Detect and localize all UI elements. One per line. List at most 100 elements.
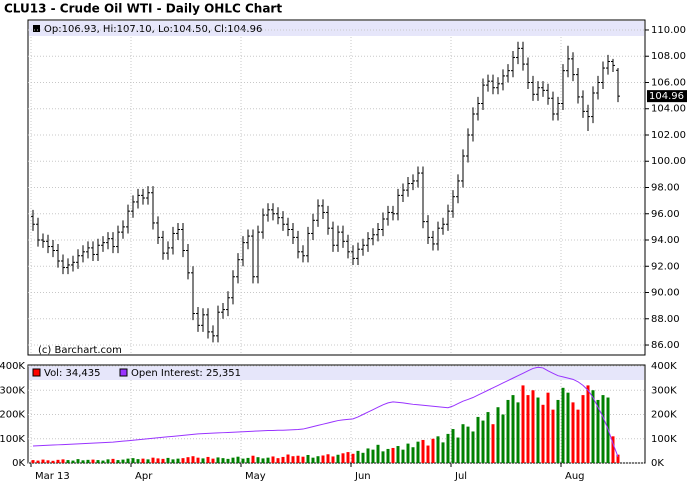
volume-bar [281, 456, 285, 463]
volume-bar [356, 450, 360, 463]
volume-bar [186, 457, 190, 463]
volume-bar [46, 460, 50, 463]
volume-bar [81, 460, 85, 463]
volume-bar [56, 459, 60, 463]
y-tick-label: 200K [0, 410, 25, 421]
volume-bar [331, 456, 335, 463]
volume-bar [556, 399, 560, 463]
volume-bar [411, 447, 415, 463]
volume-bar [256, 457, 260, 463]
volume-bar [526, 395, 530, 463]
volume-bar [316, 456, 320, 463]
volume-bar [416, 441, 420, 463]
volume-bar [91, 459, 95, 463]
volume-bar [376, 444, 380, 463]
y-tick-label: 110.00 [651, 25, 686, 36]
volume-bar [436, 436, 440, 463]
volume-bar [151, 457, 155, 463]
x-tick-label: Apr [135, 471, 153, 482]
volume-bar [576, 409, 580, 463]
x-tick-label: Aug [565, 471, 585, 482]
volume-bar [551, 409, 555, 463]
volume-bar [561, 387, 565, 463]
volume-bar [291, 456, 295, 463]
price-panel [27, 19, 646, 356]
volume-bar [301, 456, 305, 463]
volume-bar [366, 448, 370, 463]
volume-bar [51, 460, 55, 463]
volume-bar [111, 458, 115, 463]
open-interest-line [32, 366, 619, 458]
volume-bar [571, 402, 575, 463]
y-tick-label: 102.00 [651, 130, 686, 141]
volume-bar [271, 456, 275, 463]
y-tick-label: 108.00 [651, 51, 686, 62]
last-price-tag [647, 90, 687, 103]
volume-bar [171, 459, 175, 463]
volume-bar [141, 458, 145, 463]
volume-bar [326, 454, 330, 463]
volume-bar [126, 458, 130, 463]
volume-bar [391, 447, 395, 463]
volume-bar [336, 454, 340, 463]
volume-bar [446, 433, 450, 463]
volume-bar [521, 385, 525, 463]
volume-bar [476, 416, 480, 463]
y-tick-label: 100K [0, 434, 25, 445]
volume-bar [566, 392, 570, 463]
volume-bar [596, 399, 600, 463]
price-legend-swatch [33, 25, 40, 32]
volume-bar [581, 395, 585, 463]
volume-bar [486, 412, 490, 463]
y-tick-label: 106.00 [651, 77, 686, 88]
volume-bar [401, 449, 405, 463]
y-tick-label-right: 200K [651, 410, 677, 421]
volume-bar [251, 455, 255, 463]
volume-bar [611, 436, 615, 463]
volume-bar [236, 456, 240, 463]
chart-title: CLU13 - Crude Oil WTI - Daily OHLC Chart [4, 2, 282, 16]
volume-bar [466, 426, 470, 463]
volume-bar [161, 458, 165, 463]
volume-bar [86, 459, 90, 463]
volume-bar [321, 455, 325, 463]
y-tick-label: 94.00 [651, 235, 680, 246]
volume-bar [201, 458, 205, 463]
volume-bar [306, 454, 310, 463]
volume-bar [471, 431, 475, 463]
volume-bar [386, 448, 390, 463]
volume-bar [211, 458, 215, 463]
volume-bar [226, 458, 230, 463]
volume-bar [616, 454, 620, 463]
x-tick-label: Jul [454, 471, 467, 482]
volume-bar [511, 395, 515, 463]
volume-bar [396, 446, 400, 463]
y-tick-label: 100.00 [651, 156, 686, 167]
volume-bar [546, 392, 550, 463]
volume-bar [131, 458, 135, 463]
volume-bar [481, 420, 485, 463]
volume-bar [431, 438, 435, 463]
credit: (c) Barchart.com [38, 345, 122, 356]
volume-bar [351, 453, 355, 463]
volume-bar [121, 459, 125, 463]
volume-bar [166, 457, 170, 463]
oi-legend: Open Interest: 25,351 [131, 368, 241, 379]
y-tick-label-right: 0K [651, 458, 664, 469]
volume-bar [341, 453, 345, 463]
volume-bar [381, 451, 385, 463]
volume-bar [221, 458, 225, 463]
volume-bar [406, 443, 410, 463]
volume-bar [506, 399, 510, 463]
y-tick-label-right: 400K [651, 361, 677, 372]
volume-bar [371, 449, 375, 463]
last-price-label: 104.96 [649, 91, 684, 102]
x-tick-label: Mar 13 [35, 471, 70, 482]
volume-bar [441, 442, 445, 463]
x-tick-label: May [245, 471, 266, 482]
volume-bar [456, 437, 460, 463]
volume-bar [156, 458, 160, 463]
volume-bar [116, 460, 120, 463]
volume-bar [41, 459, 45, 463]
